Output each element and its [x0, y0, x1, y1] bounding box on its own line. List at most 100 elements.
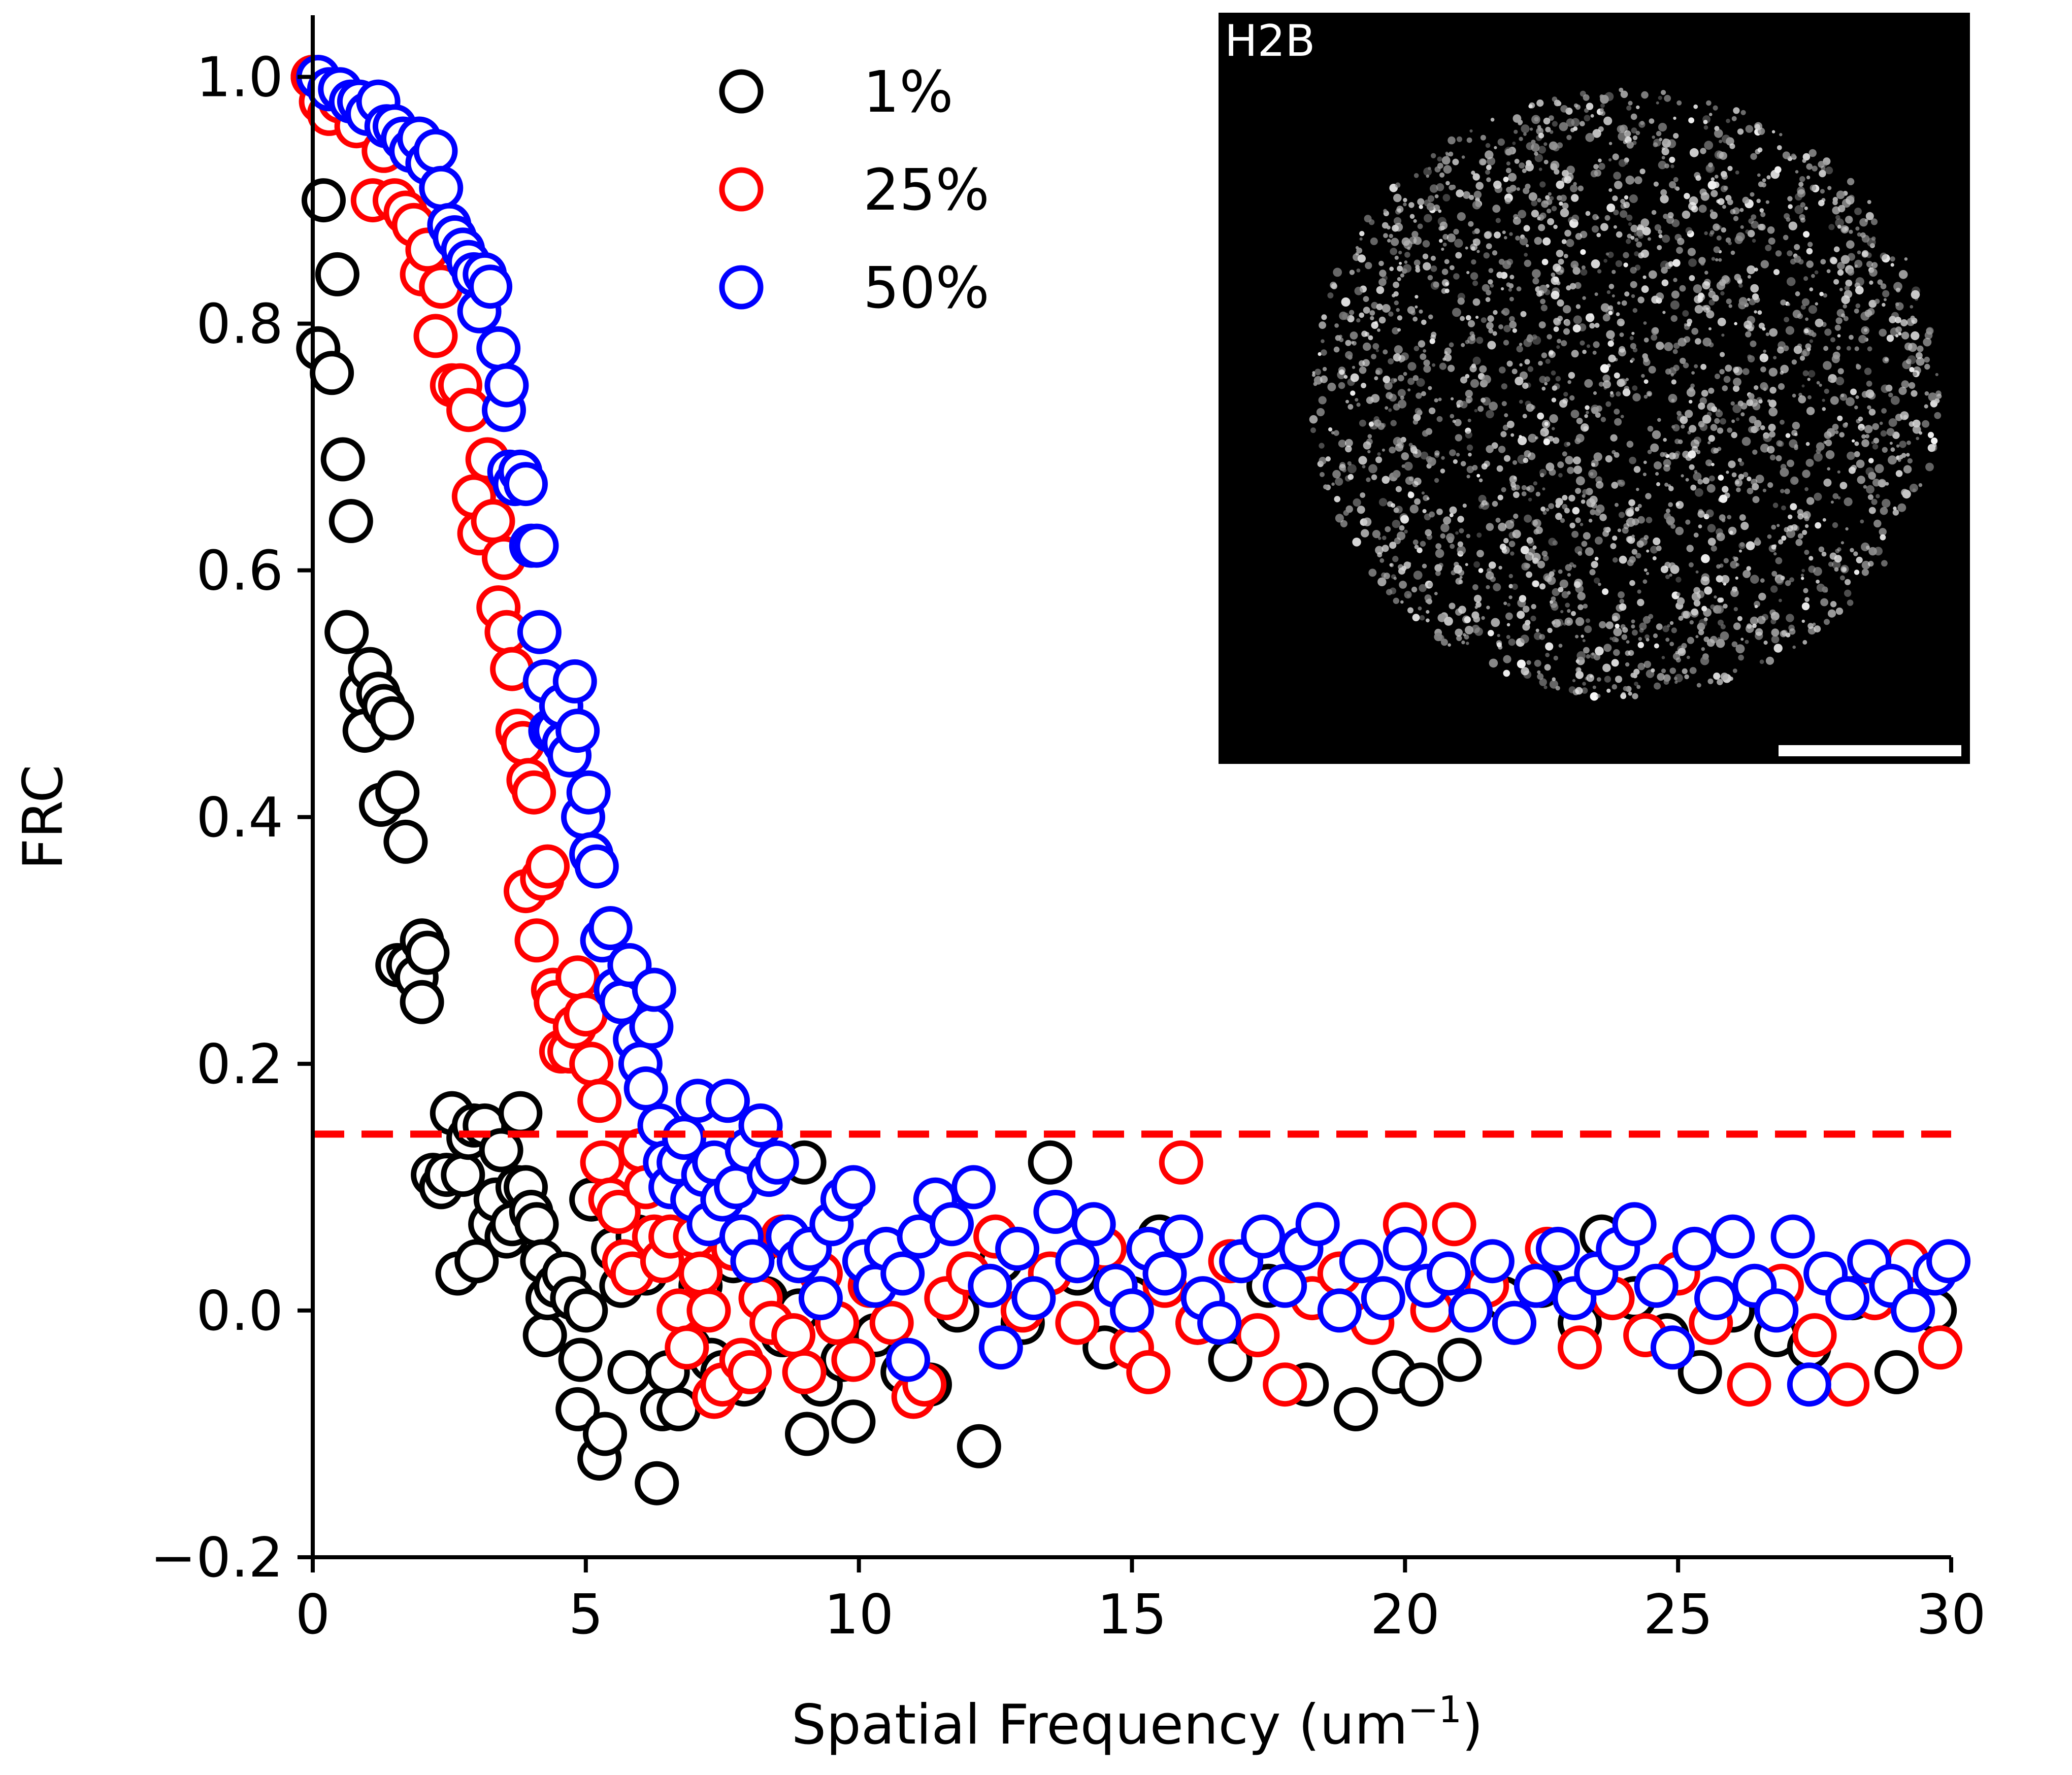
inset-speckle — [1735, 562, 1739, 567]
inset-speckle — [1903, 465, 1912, 474]
inset-speckle — [1397, 315, 1403, 321]
inset-speckle — [1571, 530, 1579, 538]
data-point — [607, 1350, 652, 1394]
inset-speckle — [1537, 198, 1541, 203]
inset-speckle — [1372, 530, 1380, 539]
inset-speckle — [1519, 595, 1527, 602]
inset-speckle — [1466, 642, 1469, 645]
inset-speckle — [1662, 625, 1669, 632]
data-point — [1142, 1251, 1187, 1296]
inset-speckle — [1429, 338, 1435, 344]
inset-speckle — [1382, 448, 1385, 452]
inset-speckle — [1583, 604, 1588, 609]
inset-speckle — [1310, 427, 1316, 433]
inset-speckle — [1646, 549, 1650, 553]
inset-speckle — [1412, 316, 1418, 322]
inset-speckle — [1544, 664, 1551, 671]
inset-speckle — [1485, 143, 1491, 148]
inset-speckle — [1472, 298, 1481, 306]
inset-speckle — [1785, 580, 1791, 586]
inset-speckle — [1474, 409, 1478, 413]
inset-speckle — [1897, 458, 1901, 462]
inset-speckle — [1555, 265, 1565, 275]
inset-speckle — [1556, 281, 1561, 285]
inset-speckle — [1544, 422, 1549, 426]
inset-speckle — [1486, 177, 1491, 182]
inset-speckle — [1854, 441, 1859, 446]
inset-speckle — [1630, 236, 1635, 240]
inset-speckle — [1718, 258, 1722, 262]
inset-speckle — [1385, 406, 1389, 410]
inset-speckle — [1345, 439, 1353, 447]
inset-speckle — [1735, 480, 1739, 485]
inset-speckle — [1721, 275, 1730, 283]
inset-speckle — [1331, 283, 1337, 290]
inset-speckle — [1581, 541, 1588, 547]
inset-speckle — [1780, 630, 1787, 638]
inset-speckle — [1777, 346, 1785, 354]
inset-speckle — [1426, 497, 1430, 500]
inset-speckle — [1396, 206, 1404, 213]
inset-speckle — [1864, 218, 1868, 222]
inset-speckle — [1371, 354, 1376, 359]
inset-speckle — [1882, 356, 1889, 363]
inset-speckle — [1798, 182, 1804, 187]
inset-speckle — [1663, 459, 1671, 467]
inset-speckle — [1606, 204, 1616, 212]
inset-speckle — [1683, 611, 1691, 619]
inset-speckle — [1645, 634, 1650, 640]
inset-speckle — [1407, 306, 1416, 314]
inset-speckle — [1321, 314, 1327, 320]
inset-speckle — [1770, 170, 1780, 179]
inset-speckle — [1390, 420, 1397, 426]
inset-speckle — [1592, 129, 1601, 138]
inset-speckle — [1689, 399, 1693, 404]
inset-speckle — [1842, 567, 1847, 572]
inset-speckle — [1413, 414, 1421, 421]
inset-speckle — [1800, 202, 1805, 208]
inset-speckle — [1470, 379, 1479, 388]
inset-speckle — [1837, 470, 1840, 474]
inset-speckle — [1476, 532, 1482, 538]
inset-speckle — [1591, 462, 1595, 467]
inset-speckle — [1729, 677, 1733, 681]
inset-speckle — [1682, 668, 1688, 674]
inset-speckle — [1625, 175, 1635, 185]
inset-speckle — [1628, 101, 1633, 106]
inset-speckle — [1343, 510, 1349, 516]
inset-speckle — [1664, 94, 1671, 102]
inset-speckle — [1623, 202, 1630, 209]
inset-speckle — [1882, 303, 1886, 307]
inset-speckle — [1785, 433, 1791, 438]
inset-speckle — [1850, 548, 1854, 553]
inset-speckle — [1639, 169, 1646, 175]
inset-speckle — [1892, 509, 1899, 516]
inset-speckle — [1562, 170, 1569, 177]
inset-speckle — [1694, 172, 1700, 179]
inset-speckle — [1535, 491, 1540, 497]
inset-speckle — [1532, 519, 1541, 528]
inset-speckle — [1855, 395, 1859, 399]
inset-speckle — [1399, 581, 1407, 589]
inset-speckle — [1651, 334, 1658, 341]
inset-speckle — [1646, 391, 1652, 397]
inset-speckle — [1571, 611, 1576, 616]
data-point — [886, 1337, 930, 1382]
inset-speckle — [1461, 640, 1465, 645]
inset-speckle — [1506, 635, 1510, 639]
inset-speckle — [1418, 340, 1426, 348]
inset-speckle — [1338, 382, 1345, 389]
inset-speckle — [1605, 252, 1609, 256]
inset-speckle — [1376, 304, 1383, 311]
inset-speckle — [1600, 103, 1605, 108]
inset-speckle — [1880, 430, 1887, 437]
inset-speckle — [1388, 358, 1394, 364]
inset-speckle — [1687, 637, 1694, 644]
inset-speckle — [1389, 446, 1396, 454]
inset-layer: H2B — [1219, 13, 1970, 764]
inset-speckle — [1740, 638, 1744, 641]
inset-speckle — [1873, 438, 1880, 444]
inset-speckle — [1441, 288, 1447, 294]
inset-speckle — [1552, 427, 1555, 430]
data-point — [310, 351, 354, 395]
